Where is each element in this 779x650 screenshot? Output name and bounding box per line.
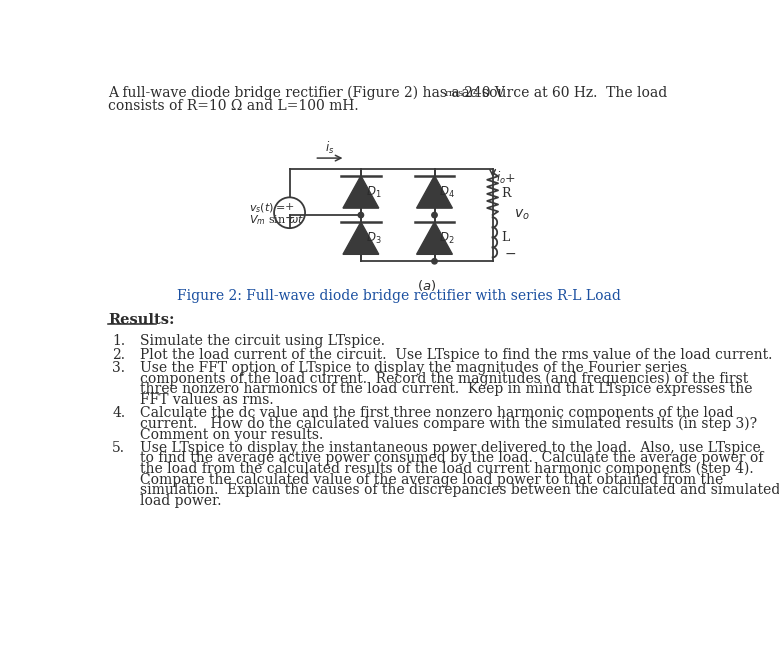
Circle shape — [432, 213, 437, 218]
Text: $D_2$: $D_2$ — [439, 231, 455, 246]
Text: Compare the calculated value of the average load power to that obtained from the: Compare the calculated value of the aver… — [140, 473, 723, 487]
Text: current.   How do the calculated values compare with the simulated results (in s: current. How do the calculated values co… — [140, 417, 757, 431]
Text: $i_o$: $i_o$ — [496, 170, 506, 187]
Circle shape — [358, 213, 364, 218]
Text: L: L — [501, 231, 509, 244]
Text: −: − — [505, 246, 516, 261]
Text: Plot the load current of the circuit.  Use LTspice to find the rms value of the : Plot the load current of the circuit. Us… — [140, 348, 772, 362]
Text: 2.: 2. — [112, 348, 125, 362]
Polygon shape — [343, 176, 379, 208]
Text: $D_3$: $D_3$ — [365, 231, 381, 246]
Text: −: − — [284, 212, 294, 225]
Text: consists of R=10 Ω and L=100 mH.: consists of R=10 Ω and L=100 mH. — [108, 99, 359, 113]
Text: Simulate the circuit using LTspice.: Simulate the circuit using LTspice. — [140, 334, 385, 348]
Circle shape — [432, 259, 437, 264]
Text: components of the load current.  Record the magnitudes (and frequencies) of the : components of the load current. Record t… — [140, 372, 749, 386]
Text: load power.: load power. — [140, 494, 221, 508]
Text: Calculate the dc value and the first three nonzero harmonic components of the lo: Calculate the dc value and the first thr… — [140, 406, 734, 421]
Text: +: + — [285, 202, 294, 213]
Text: 3.: 3. — [112, 361, 125, 375]
Text: A full-wave diode bridge rectifier (Figure 2) has a 240 V: A full-wave diode bridge rectifier (Figu… — [108, 86, 505, 100]
Text: $v_s(t) =$: $v_s(t) =$ — [249, 202, 286, 215]
Text: Figure 2: Full-wave diode bridge rectifier with series R-L Load: Figure 2: Full-wave diode bridge rectifi… — [177, 289, 621, 303]
Text: R: R — [501, 187, 511, 200]
Polygon shape — [417, 222, 453, 254]
Text: $D_1$: $D_1$ — [365, 185, 381, 200]
Polygon shape — [417, 176, 453, 208]
Text: simulation.  Explain the causes of the discrepancies between the calculated and : simulation. Explain the causes of the di… — [140, 484, 779, 497]
Text: rms: rms — [445, 89, 464, 98]
Text: Results:: Results: — [108, 313, 174, 327]
Text: $v_o$: $v_o$ — [514, 208, 530, 222]
Text: $D_4$: $D_4$ — [439, 185, 455, 200]
Text: Use the FFT option of LTspice to display the magnitudes of the Fourier series: Use the FFT option of LTspice to display… — [140, 361, 687, 375]
Text: $i_s$: $i_s$ — [325, 140, 334, 156]
Text: $V_m$ sin $\omega t$: $V_m$ sin $\omega t$ — [249, 213, 305, 227]
Text: Comment on your results.: Comment on your results. — [140, 428, 323, 441]
Text: the load from the calculated results of the load current harmonic components (st: the load from the calculated results of … — [140, 462, 753, 476]
Text: Use LTspice to display the instantaneous power delivered to the load.  Also, use: Use LTspice to display the instantaneous… — [140, 441, 761, 455]
Polygon shape — [343, 222, 379, 254]
Text: $(a)$: $(a)$ — [417, 278, 436, 293]
Text: 4.: 4. — [112, 406, 125, 421]
Text: to find the average active power consumed by the load.  Calculate the average po: to find the average active power consume… — [140, 452, 763, 465]
Text: three nonzero harmonics of the load current.  Keep in mind that LTspice expresse: three nonzero harmonics of the load curr… — [140, 382, 753, 396]
Text: FFT values as rms.: FFT values as rms. — [140, 393, 273, 407]
Text: 1.: 1. — [112, 334, 125, 348]
Text: +: + — [505, 172, 516, 185]
Text: ac source at 60 Hz.  The load: ac source at 60 Hz. The load — [457, 86, 668, 99]
Text: 5.: 5. — [112, 441, 125, 455]
